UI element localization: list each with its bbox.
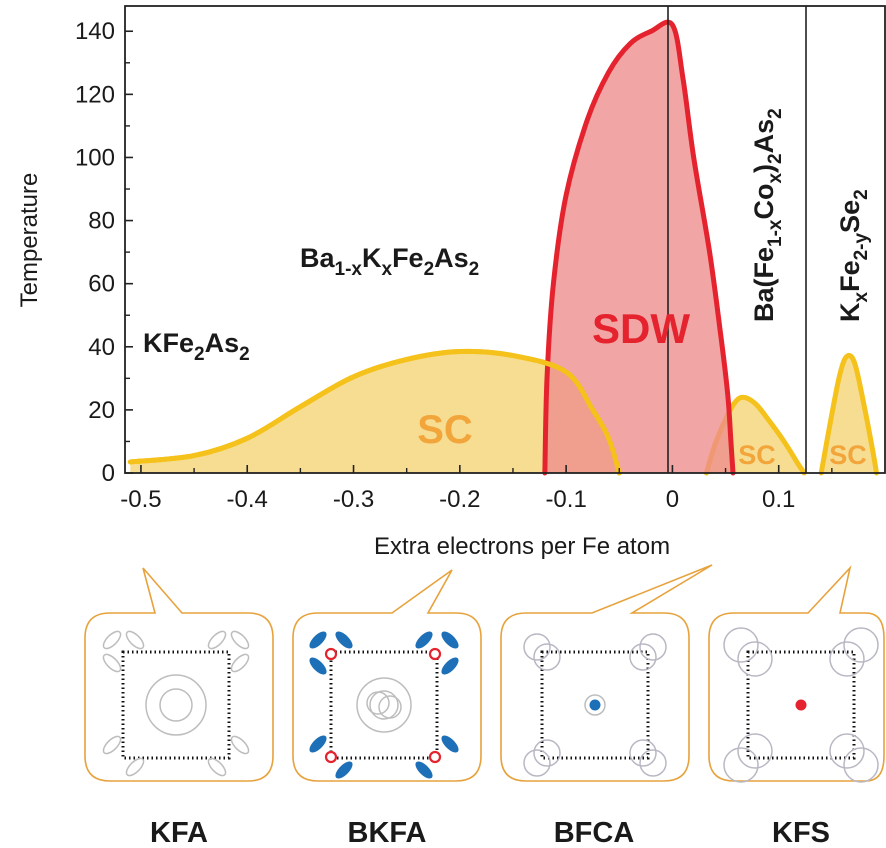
brillouin-zone <box>121 650 231 760</box>
y-tick-label: 100 <box>75 144 115 171</box>
bfca-formula-sub: 1-x <box>765 219 786 247</box>
x-tick-label: 0 <box>666 486 679 513</box>
corner-pockets <box>523 633 667 777</box>
callout-bubble <box>500 564 713 782</box>
center-pocket-dot <box>795 699 807 711</box>
y-tick-label: 60 <box>88 271 115 298</box>
bfca-formula-part: As <box>749 119 779 154</box>
kfa-formula-sub: 2 <box>194 344 205 365</box>
region-boundary-sc-3 <box>818 352 879 476</box>
bfca-formula: Ba(Fe1-xCox)2As2 <box>749 108 786 322</box>
y-tick-label: 80 <box>88 208 115 235</box>
x-tick-label: -0.1 <box>545 486 586 513</box>
bfca-formula-part: Ba(Fe <box>749 247 779 322</box>
kfs-formula-part: Fe <box>835 260 865 292</box>
center-pocket-ring <box>584 694 606 716</box>
panel-label-bfca: BFCA <box>554 817 635 848</box>
sc-region-label: SC <box>417 408 473 452</box>
region-fill-sc-0 <box>130 351 620 473</box>
brillouin-zone <box>540 650 650 760</box>
region-boundary-sc-overlay <box>127 348 622 476</box>
region-fill-sc-3 <box>821 355 877 473</box>
sdw-region-label: SDW <box>592 305 690 352</box>
y-axis-title: Temperature <box>16 173 43 308</box>
kfs-formula-sub: x <box>851 292 872 303</box>
bfca-formula-sub: 2 <box>765 153 786 164</box>
panel-kfa: KFA <box>84 567 274 848</box>
bkfa-formula-part: As <box>434 243 469 273</box>
x-tick-label: -0.2 <box>439 486 480 513</box>
sc-kfs-region-label: SC <box>829 440 867 470</box>
bfca-formula-sub: 2 <box>765 108 786 119</box>
sc-bfca-region-label: SC <box>738 440 776 470</box>
panel-bfca: BFCA <box>500 564 713 848</box>
region-boundary-sdw-1 <box>542 19 736 476</box>
phase-regions <box>127 19 879 476</box>
panel-bkfa: BKFA <box>292 569 482 848</box>
panel-kfs: KFS <box>708 565 885 848</box>
kfs-formula-part: Se <box>835 200 865 233</box>
kfs-formula-part: K <box>835 302 865 322</box>
y-tick-label: 40 <box>88 334 115 361</box>
kfa-formula-part: KFe <box>143 328 194 358</box>
kfa-formula: KFe2As2 <box>143 328 250 365</box>
bkfa-formula-sub: 1-x <box>335 259 363 280</box>
x-axis-title: Extra electrons per Fe atom <box>374 533 670 560</box>
y-tick-label: 0 <box>102 460 115 487</box>
x-tick-label: -0.5 <box>120 486 161 513</box>
bkfa-formula-part: K <box>362 243 382 273</box>
center-pocket-dot <box>589 699 601 711</box>
kfa-formula-sub: 2 <box>239 344 250 365</box>
hole-pockets <box>356 677 412 733</box>
bkfa-formula-part: Fe <box>392 243 424 273</box>
plot-frame <box>124 5 886 474</box>
bfca-formula-sub: x <box>765 173 786 184</box>
panel-label-kfs: KFS <box>772 817 830 848</box>
hole-pockets <box>145 674 207 736</box>
bkfa-formula-sub: 2 <box>469 259 480 280</box>
kfs-formula: KxFe2-ySe2 <box>835 189 872 322</box>
bkfa-formula: Ba1-xKxFe2As2 <box>300 243 479 280</box>
kfs-formula-sub: 2 <box>851 189 872 200</box>
brillouin-zone <box>746 650 856 760</box>
bkfa-formula-part: Ba <box>300 243 335 273</box>
corner-pockets <box>723 627 879 783</box>
brillouin-zone <box>329 650 439 760</box>
axis-ticks: -0.5 -0.4 -0.3 -0.2 -0.1 0 0.1 0 20 40 60 80 100 120 1… <box>75 18 833 513</box>
plot-area: -0.5 -0.4 -0.3 -0.2 -0.1 0 0.1 0 20 40 60 80 100 120 1… <box>75 5 886 513</box>
kfs-formula-sub: 2-y <box>851 233 872 261</box>
y-tick-label: 20 <box>88 397 115 424</box>
fermi-surface-panels: KFA <box>84 564 885 848</box>
bkfa-formula-sub: 2 <box>424 259 435 280</box>
corner-electron-pockets <box>324 647 442 764</box>
bfca-formula-part: ) <box>749 164 779 173</box>
x-tick-label: -0.3 <box>333 486 374 513</box>
lobe-group <box>102 630 250 777</box>
bkfa-formula-sub: x <box>381 259 392 280</box>
y-tick-label: 120 <box>75 81 115 108</box>
region-fill-sdw-1 <box>544 22 733 474</box>
y-tick-label: 140 <box>75 18 115 45</box>
panel-label-kfa: KFA <box>150 817 208 848</box>
callout-bubble <box>292 569 482 782</box>
kfa-formula-part: As <box>205 328 240 358</box>
panel-label-bkfa: BKFA <box>348 817 427 848</box>
bfca-formula-part: Co <box>749 184 779 220</box>
x-tick-label: 0.1 <box>762 486 795 513</box>
lobe-group <box>309 631 459 779</box>
x-tick-label: -0.4 <box>227 486 268 513</box>
